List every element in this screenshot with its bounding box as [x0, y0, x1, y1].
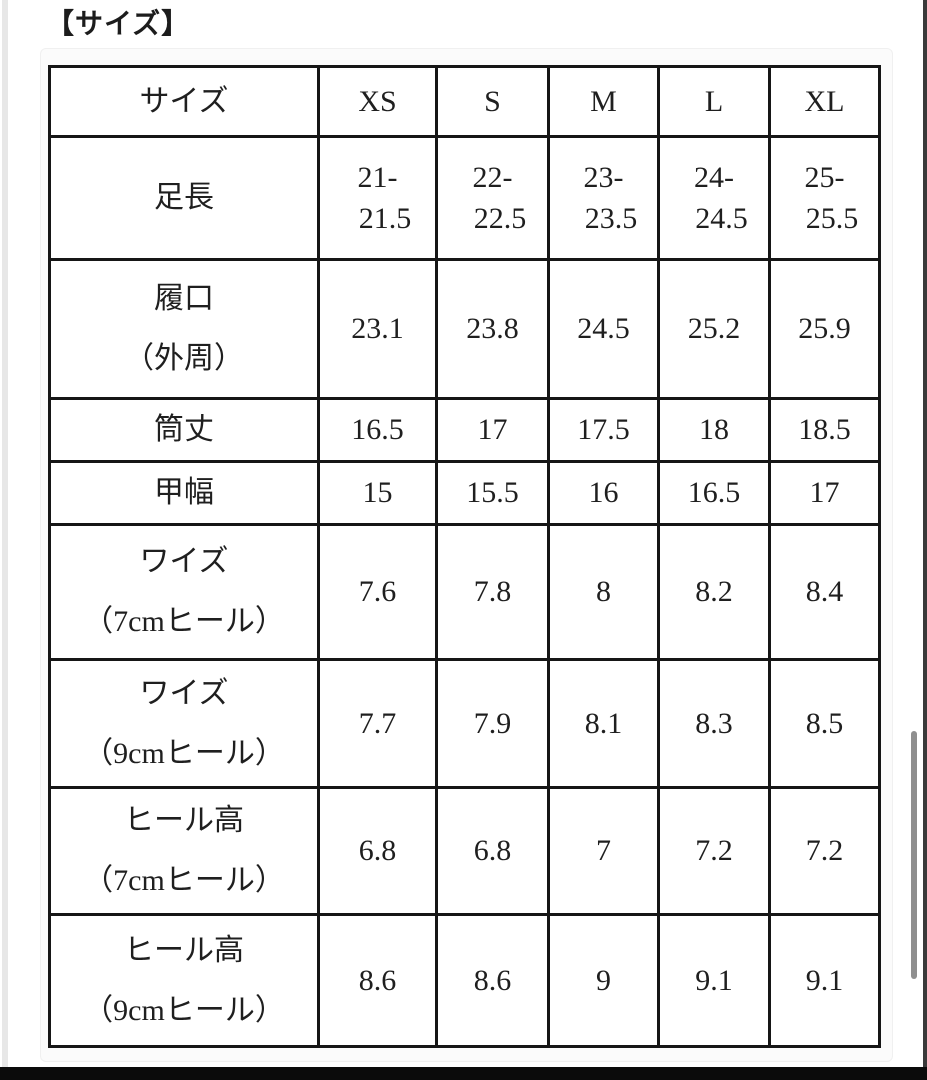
cell-value: 7.7 [317, 658, 438, 789]
header-col-xl: XL [768, 65, 881, 138]
cell-value: 9 [547, 913, 660, 1048]
cell-value: 8.2 [657, 523, 771, 661]
cell-value: 16.5 [657, 460, 771, 526]
cell-value: 17 [768, 460, 881, 526]
cell-value: 7.8 [435, 523, 550, 661]
table-header-row: サイズ XS S M L XL [48, 65, 881, 138]
cell-value: 16 [547, 460, 660, 526]
cell-value: 8.4 [768, 523, 881, 661]
table-row-instep-width: 甲幅 15 15.5 16 16.5 17 [48, 460, 881, 526]
cell-value: 8.3 [657, 658, 771, 789]
row-label: ワイズ （7cmヒール） [48, 523, 320, 661]
cell-value: 6.8 [435, 786, 550, 916]
cell-value: 23.8 [435, 258, 550, 400]
cell-value: 25.2 [657, 258, 771, 400]
table-row-heel-height-7cm: ヒール高 （7cmヒール） 6.8 6.8 7 7.2 7.2 [48, 786, 881, 916]
header-col-l: L [657, 65, 771, 138]
cell-value: 9.1 [657, 913, 771, 1048]
cell-value: 8 [547, 523, 660, 661]
table-row-width-7cm-heel: ワイズ （7cmヒール） 7.6 7.8 8 8.2 8.4 [48, 523, 881, 661]
page-left-edge [2, 0, 8, 1067]
cell-value: 24- 24.5 [657, 135, 771, 261]
cell-value: 7.9 [435, 658, 550, 789]
row-label: 履口 （外周） [48, 258, 320, 400]
row-label: ヒール高 （9cmヒール） [48, 913, 320, 1048]
size-table: サイズ XS S M L XL 足長 21- 21.5 22- 22.5 23-… [48, 65, 881, 1048]
cell-value: 22- 22.5 [435, 135, 550, 261]
cell-value: 7.6 [317, 523, 438, 661]
row-label: 足長 [48, 135, 320, 261]
cell-value: 8.6 [435, 913, 550, 1048]
cell-value: 8.5 [768, 658, 881, 789]
table-row-shaft-height: 筒丈 16.5 17 17.5 18 18.5 [48, 397, 881, 463]
cell-value: 17 [435, 397, 550, 463]
cell-value: 23- 23.5 [547, 135, 660, 261]
table-row-opening-circumference: 履口 （外周） 23.1 23.8 24.5 25.2 25.9 [48, 258, 881, 400]
header-col-xs: XS [317, 65, 438, 138]
table-row-foot-length: 足長 21- 21.5 22- 22.5 23- 23.5 24- 24.5 2… [48, 135, 881, 261]
cell-value: 9.1 [768, 913, 881, 1048]
cell-value: 15.5 [435, 460, 550, 526]
cell-value: 17.5 [547, 397, 660, 463]
cell-value: 18.5 [768, 397, 881, 463]
table-row-heel-height-9cm: ヒール高 （9cmヒール） 8.6 8.6 9 9.1 9.1 [48, 913, 881, 1048]
cell-value: 25- 25.5 [768, 135, 881, 261]
header-size-label: サイズ [48, 65, 320, 138]
cell-value: 23.1 [317, 258, 438, 400]
cell-value: 8.6 [317, 913, 438, 1048]
header-col-m: M [547, 65, 660, 138]
cell-value: 18 [657, 397, 771, 463]
row-label: ワイズ （9cmヒール） [48, 658, 320, 789]
cell-value: 8.1 [547, 658, 660, 789]
table-row-width-9cm-heel: ワイズ （9cmヒール） 7.7 7.9 8.1 8.3 8.5 [48, 658, 881, 789]
cell-value: 7.2 [768, 786, 881, 916]
cell-value: 15 [317, 460, 438, 526]
cell-value: 6.8 [317, 786, 438, 916]
page-title: 【サイズ】 [46, 8, 191, 39]
row-label: 筒丈 [48, 397, 320, 463]
page-right-edge [923, 0, 927, 1080]
cell-value: 16.5 [317, 397, 438, 463]
header-col-s: S [435, 65, 550, 138]
cell-value: 24.5 [547, 258, 660, 400]
cell-value: 7.2 [657, 786, 771, 916]
bottom-system-bar [0, 1067, 927, 1080]
cell-value: 7 [547, 786, 660, 916]
cell-value: 21- 21.5 [317, 135, 438, 261]
vertical-scrollbar-thumb[interactable] [911, 731, 917, 979]
cell-value: 25.9 [768, 258, 881, 400]
row-label: 甲幅 [48, 460, 320, 526]
row-label: ヒール高 （7cmヒール） [48, 786, 320, 916]
